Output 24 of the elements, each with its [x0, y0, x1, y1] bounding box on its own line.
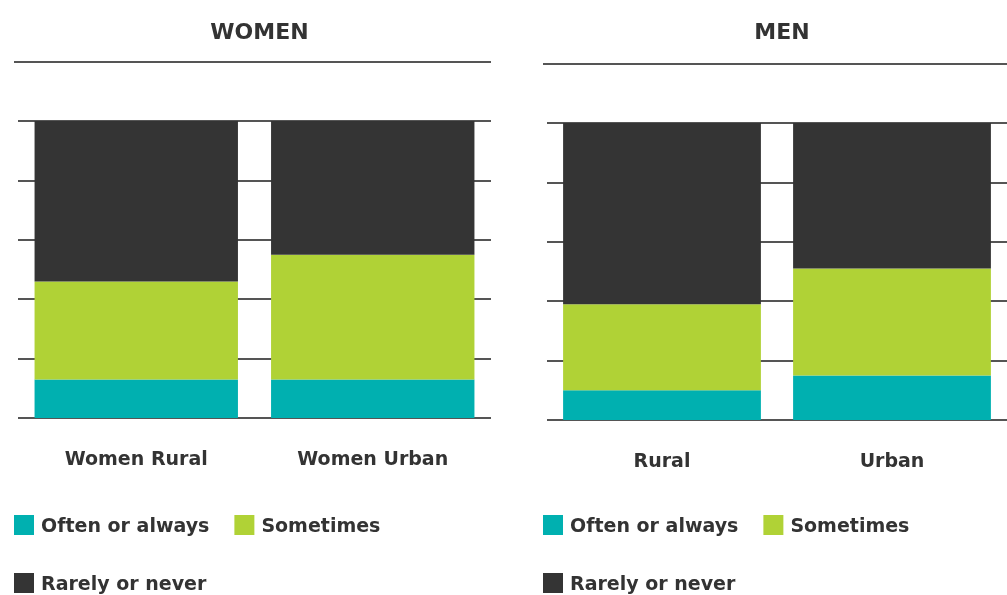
legend-label: Often or always — [570, 514, 739, 536]
x-tick-label: Women Rural — [64, 446, 208, 469]
bar — [34, 379, 238, 418]
bar — [563, 390, 761, 420]
bar — [563, 123, 761, 305]
bar — [793, 268, 991, 376]
bar — [793, 123, 991, 269]
bar — [34, 121, 238, 282]
x-tick-label: Rural — [633, 448, 691, 471]
bar — [271, 121, 475, 255]
chart-title: MEN — [754, 18, 810, 44]
bar — [793, 375, 991, 420]
legend-label: Sometimes — [261, 514, 381, 536]
legend-label: Often or always — [41, 514, 210, 536]
x-tick-label: Women Urban — [297, 446, 449, 469]
bar — [34, 281, 238, 380]
legend-label: Sometimes — [790, 514, 910, 536]
bar — [271, 254, 475, 380]
legend-label: Rarely or never — [570, 572, 736, 594]
bar — [271, 379, 475, 418]
bar — [563, 304, 761, 391]
legend-label: Rarely or never — [41, 572, 207, 594]
chart-title: WOMEN — [210, 18, 309, 44]
x-tick-label: Urban — [859, 448, 925, 471]
